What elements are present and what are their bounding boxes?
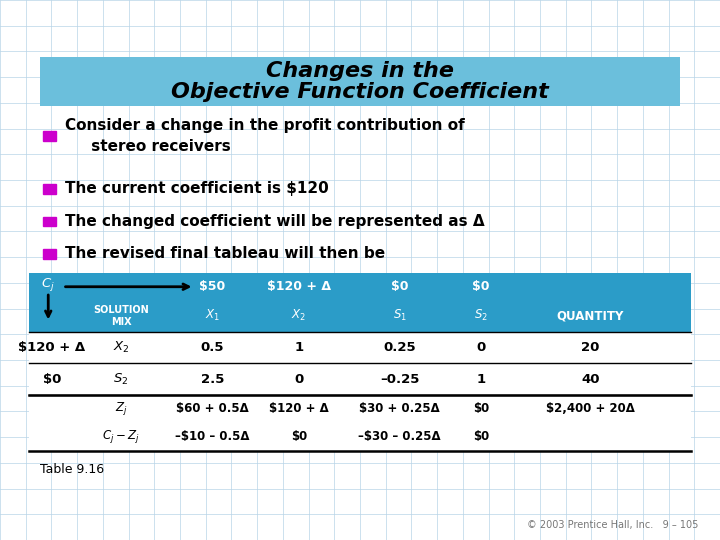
Text: $0: $0 xyxy=(473,430,489,443)
Text: 2.5: 2.5 xyxy=(201,373,224,386)
Text: Consider a change in the profit contribution of
     stereo receivers: Consider a change in the profit contribu… xyxy=(65,118,464,154)
Text: The changed coefficient will be represented as Δ: The changed coefficient will be represen… xyxy=(65,214,485,229)
Text: Objective Function Coefficient: Objective Function Coefficient xyxy=(171,83,549,103)
Text: $30 + 0.25Δ: $30 + 0.25Δ xyxy=(359,402,440,415)
Bar xyxy=(43,249,56,259)
Text: 0.5: 0.5 xyxy=(201,341,224,354)
Text: $0: $0 xyxy=(42,373,61,386)
Text: $X_1$: $X_1$ xyxy=(205,308,220,323)
Text: $120 + Δ: $120 + Δ xyxy=(18,341,86,354)
Text: $120 + Δ: $120 + Δ xyxy=(269,402,328,415)
Text: $50: $50 xyxy=(199,280,225,293)
Text: 20: 20 xyxy=(581,341,600,354)
Text: $C_j$: $C_j$ xyxy=(41,276,55,293)
Text: Changes in the: Changes in the xyxy=(266,60,454,80)
Text: $Z_j$: $Z_j$ xyxy=(114,400,127,417)
Text: QUANTITY: QUANTITY xyxy=(557,309,624,322)
Bar xyxy=(43,131,56,141)
Text: 40: 40 xyxy=(581,373,600,386)
Bar xyxy=(29,332,691,395)
Text: $0: $0 xyxy=(473,402,489,415)
Text: The revised final tableau will then be: The revised final tableau will then be xyxy=(65,246,385,261)
Text: © 2003 Prentice Hall, Inc.   9 – 105: © 2003 Prentice Hall, Inc. 9 – 105 xyxy=(527,520,698,530)
Text: $X_2$: $X_2$ xyxy=(112,340,130,355)
Text: $S_2$: $S_2$ xyxy=(474,308,488,323)
Text: $0: $0 xyxy=(291,430,307,443)
Text: $X_2$: $X_2$ xyxy=(292,308,306,323)
Text: $C_j - Z_j$: $C_j - Z_j$ xyxy=(102,428,140,446)
Text: $60 + 0.5Δ: $60 + 0.5Δ xyxy=(176,402,249,415)
Text: 1: 1 xyxy=(294,341,303,354)
Text: 1: 1 xyxy=(477,373,485,386)
Text: $S_1$: $S_1$ xyxy=(392,308,407,323)
Bar xyxy=(29,395,691,451)
Bar xyxy=(43,184,56,194)
Text: $2,400 + 20Δ: $2,400 + 20Δ xyxy=(546,402,635,415)
Text: $0: $0 xyxy=(472,280,490,293)
Text: 0: 0 xyxy=(294,373,303,386)
Text: SOLUTION
MIX: SOLUTION MIX xyxy=(93,305,149,327)
Text: $0: $0 xyxy=(391,280,408,293)
Text: Table 9.16: Table 9.16 xyxy=(40,463,104,476)
Text: 0.25: 0.25 xyxy=(383,341,416,354)
Text: $120 + Δ: $120 + Δ xyxy=(267,280,330,293)
Text: The current coefficient is $120: The current coefficient is $120 xyxy=(65,181,328,197)
Text: $S_2$: $S_2$ xyxy=(113,372,129,387)
Text: –$30 – 0.25Δ: –$30 – 0.25Δ xyxy=(359,430,441,443)
Text: –$10 – 0.5Δ: –$10 – 0.5Δ xyxy=(175,430,250,443)
Bar xyxy=(29,273,691,332)
Bar xyxy=(40,57,680,106)
Text: –0.25: –0.25 xyxy=(380,373,419,386)
Bar xyxy=(43,217,56,226)
Text: 0: 0 xyxy=(477,341,485,354)
